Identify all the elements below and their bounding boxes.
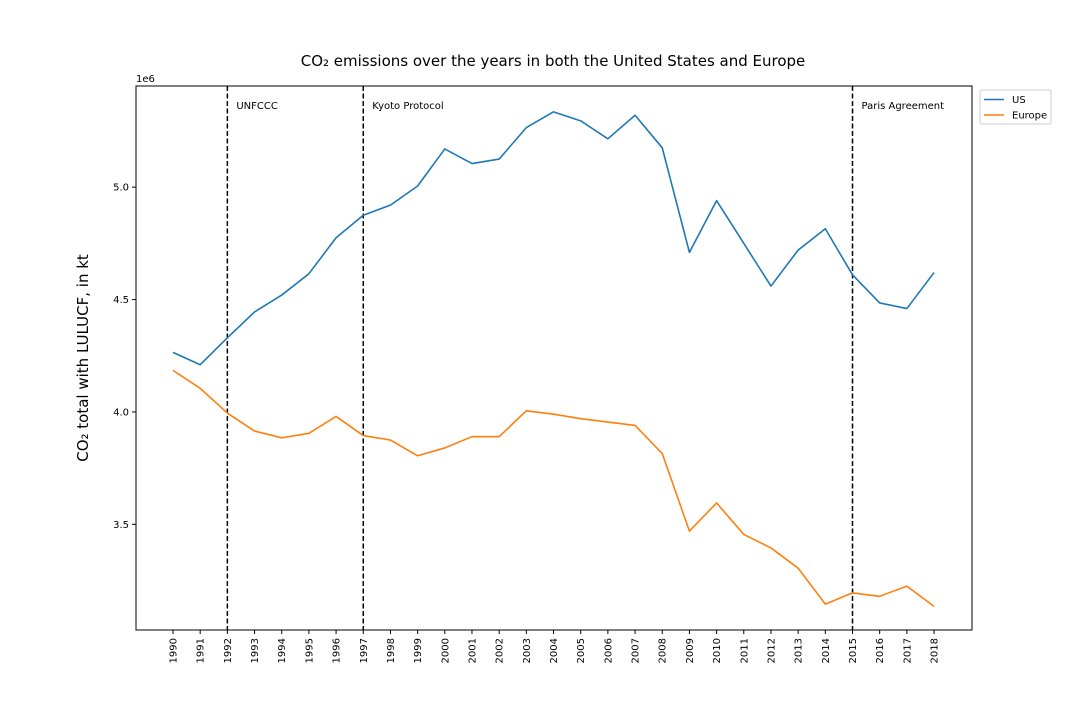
x-tick-label: 2006 [603,638,614,663]
y-offset-text: 1e6 [136,74,155,85]
legend-label: Europe [1012,111,1047,122]
x-tick-label: 2016 [875,638,886,663]
x-tick-label: 1996 [332,638,343,663]
x-tick-label: 1994 [277,638,288,663]
x-tick-label: 1991 [196,638,207,663]
x-tick-label: 1999 [413,638,424,663]
series-line-europe [172,369,935,608]
y-tick-label: 5.0 [113,183,129,194]
x-tick-label: 2001 [467,638,478,663]
x-tick-label: 2005 [576,638,587,663]
x-tick-label: 2013 [794,638,805,663]
y-tick-label: 4.5 [113,295,129,306]
event-label: Paris Agreement [862,101,945,112]
x-tick-label: 2004 [549,638,560,663]
series-line-us [172,111,935,366]
x-tick-label: 2011 [739,638,750,663]
event-label: UNFCCC [236,101,278,112]
x-tick-label: 2007 [631,638,642,663]
x-tick-label: 1998 [386,638,397,663]
x-tick-label: 1995 [304,638,315,663]
x-tick-label: 2014 [821,638,832,663]
x-tick-label: 2017 [902,638,913,663]
x-tick-label: 1993 [250,638,261,663]
x-tick-label: 2009 [685,638,696,663]
x-tick-label: 2008 [658,638,669,663]
x-tick-label: 2002 [495,638,506,663]
chart-title: CO₂ emissions over the years in both the… [301,52,806,70]
event-label: Kyoto Protocol [372,101,443,112]
legend: US Europe [979,89,1052,125]
x-tick-label: 2003 [522,638,533,663]
legend-label: US [1012,95,1026,106]
x-tick-label: 2018 [930,638,941,663]
x-tick-label: 1990 [169,638,180,663]
x-tick-label: 2000 [440,638,451,663]
x-tick-label: 2015 [848,638,859,663]
y-tick-label: 4.0 [113,407,129,418]
plot-area: 3.5 4.0 4.5 5.0 1990 1991 1992 1993 1994 1995 1996… [113,86,944,663]
x-tick-label: 2012 [766,638,777,663]
y-tick-label: 3.5 [113,520,129,531]
x-tick-label: 1992 [223,638,234,663]
x-tick-label: 1997 [359,638,370,663]
x-tick-label: 2010 [712,638,723,663]
y-axis-label: CO₂ total with LULUCF, in kt [74,254,92,462]
axes-frame [135,85,973,631]
